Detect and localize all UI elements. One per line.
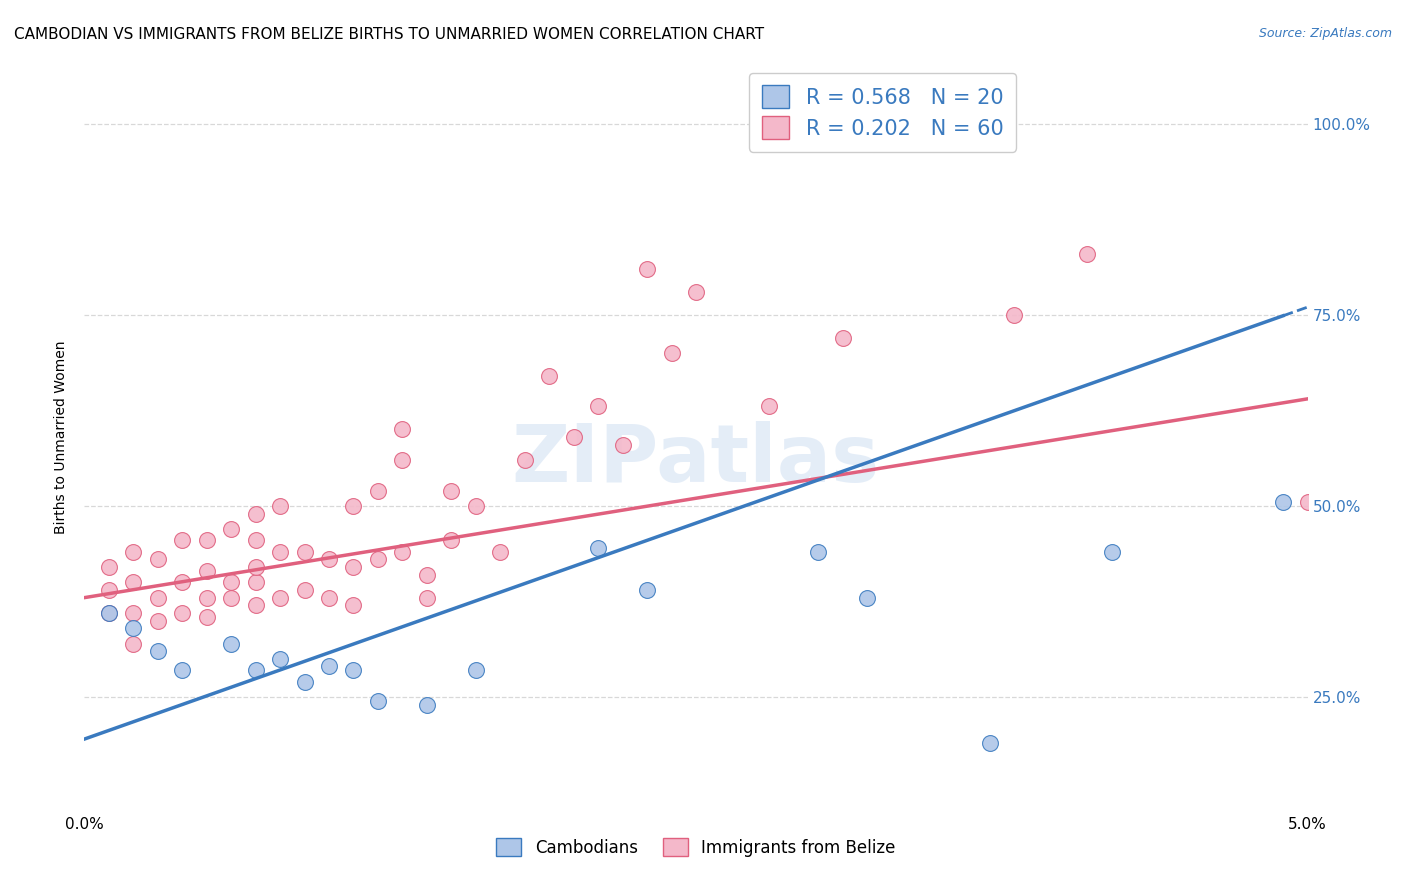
Text: CAMBODIAN VS IMMIGRANTS FROM BELIZE BIRTHS TO UNMARRIED WOMEN CORRELATION CHART: CAMBODIAN VS IMMIGRANTS FROM BELIZE BIRT… (14, 27, 765, 42)
Point (367, 694, 389, 708)
Point (489, 545, 512, 559)
Point (1296, 495, 1319, 509)
Point (269, 545, 291, 559)
Point (440, 483, 463, 498)
Point (245, 663, 267, 677)
Point (416, 591, 439, 605)
Point (1076, 246, 1098, 260)
Point (219, 522, 242, 536)
Point (513, 453, 536, 467)
Point (146, 644, 169, 658)
Point (294, 582, 316, 597)
Point (661, 346, 683, 360)
Point (294, 545, 316, 559)
Point (97, 560, 120, 574)
Point (318, 659, 340, 673)
Legend: Cambodians, Immigrants from Belize: Cambodians, Immigrants from Belize (489, 831, 903, 863)
Point (219, 636, 242, 650)
Point (342, 663, 364, 677)
Point (195, 533, 218, 548)
Text: Source: ZipAtlas.com: Source: ZipAtlas.com (1258, 27, 1392, 40)
Point (219, 575, 242, 590)
Point (979, 736, 1001, 750)
Point (245, 507, 267, 521)
Point (97, 606, 120, 620)
Point (122, 636, 145, 650)
Point (245, 533, 267, 548)
Point (586, 541, 609, 555)
Point (146, 591, 169, 605)
Point (856, 591, 879, 605)
Point (612, 438, 634, 452)
Point (318, 591, 340, 605)
Point (122, 606, 145, 620)
Point (1002, 308, 1025, 322)
Point (122, 575, 145, 590)
Point (391, 422, 413, 436)
Point (636, 582, 658, 597)
Point (172, 606, 194, 620)
Point (318, 552, 340, 566)
Point (831, 331, 853, 345)
Point (269, 499, 291, 513)
Point (342, 499, 364, 513)
Point (1101, 545, 1123, 559)
Point (294, 674, 316, 689)
Point (342, 599, 364, 613)
Point (636, 261, 658, 276)
Point (172, 663, 194, 677)
Point (146, 614, 169, 628)
Point (880, 132, 903, 146)
Point (758, 400, 780, 414)
Point (416, 567, 439, 582)
Text: ZIPatlas: ZIPatlas (512, 420, 880, 499)
Point (269, 652, 291, 666)
Point (538, 368, 561, 383)
Point (685, 285, 707, 299)
Point (367, 552, 389, 566)
Point (367, 483, 389, 498)
Point (219, 591, 242, 605)
Point (586, 400, 609, 414)
Point (464, 499, 486, 513)
Point (391, 453, 413, 467)
Point (122, 545, 145, 559)
Point (172, 533, 194, 548)
Point (562, 430, 585, 444)
Point (464, 663, 486, 677)
Point (1272, 495, 1295, 509)
Point (97, 606, 120, 620)
Point (146, 552, 169, 566)
Point (807, 545, 830, 559)
Point (195, 609, 218, 624)
Y-axis label: Births to Unmarried Women: Births to Unmarried Women (55, 341, 69, 533)
Point (172, 575, 194, 590)
Point (195, 591, 218, 605)
Point (122, 621, 145, 635)
Point (245, 575, 267, 590)
Point (245, 560, 267, 574)
Point (342, 560, 364, 574)
Point (416, 698, 439, 712)
Point (269, 591, 291, 605)
Point (440, 533, 463, 548)
Point (195, 564, 218, 578)
Point (391, 545, 413, 559)
Point (97, 582, 120, 597)
Point (245, 599, 267, 613)
